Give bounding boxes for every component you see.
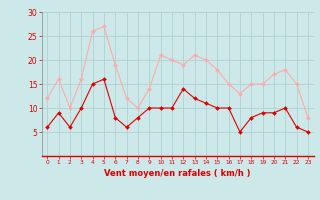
X-axis label: Vent moyen/en rafales ( km/h ): Vent moyen/en rafales ( km/h ): [104, 169, 251, 178]
